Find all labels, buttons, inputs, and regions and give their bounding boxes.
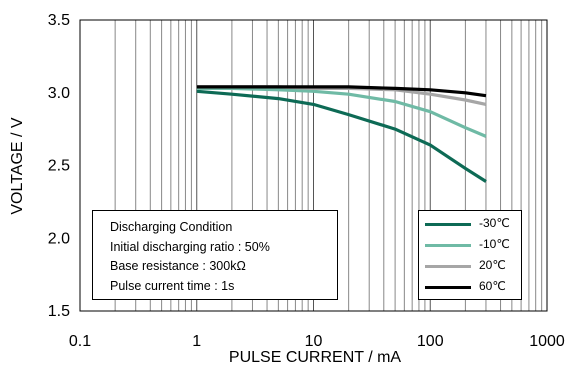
condition-line: Initial discharging ratio : 50% [110,239,270,254]
legend-label: 60℃ [479,279,506,293]
legend-label: -10℃ [479,237,510,251]
y-axis-label: VOLTAGE / V [9,117,26,215]
tick-labels: 0.1 1 10 100 1000 1.5 2.0 2.5 3.0 3.5 [48,12,565,350]
x-tick-label: 100 [417,333,444,350]
y-tick-label: 2.0 [48,230,70,247]
legend-item: -10℃ [425,235,521,255]
condition-annotation-box: Discharging Condition Initial dischargin… [92,210,338,300]
y-tick-label: 3.0 [48,85,70,102]
legend-item: 60℃ [425,277,521,297]
series-line [196,86,487,138]
y-tick-label: 2.5 [48,158,70,175]
condition-line: Base resistance : 300kΩ [110,259,246,273]
legend: -30℃ -10℃ 20℃ 60℃ [418,210,522,300]
x-tick-label: 0.1 [69,333,91,350]
plot-frame [79,19,548,312]
condition-line: Discharging Condition [110,220,233,234]
y-tick-label: 1.5 [48,303,70,320]
series-layer [196,85,487,183]
x-axis-label: PULSE CURRENT / mA [229,349,402,365]
y-tick-label: 3.5 [48,12,70,29]
legend-swatch [425,223,471,226]
legend-swatch [425,286,471,289]
condition-line: Pulse current time : 1s [110,278,235,293]
legend-item: 20℃ [425,256,521,276]
legend-label: 20℃ [479,258,506,272]
legend-swatch [425,244,471,247]
legend-label: -30℃ [479,216,510,230]
legend-item: -30℃ [425,214,521,234]
series-line [196,85,487,98]
series-line [196,89,487,183]
x-tick-label: 1000 [529,333,565,350]
x-tick-label: 1 [192,333,201,350]
legend-swatch [425,265,471,268]
x-tick-label: 10 [305,333,323,350]
